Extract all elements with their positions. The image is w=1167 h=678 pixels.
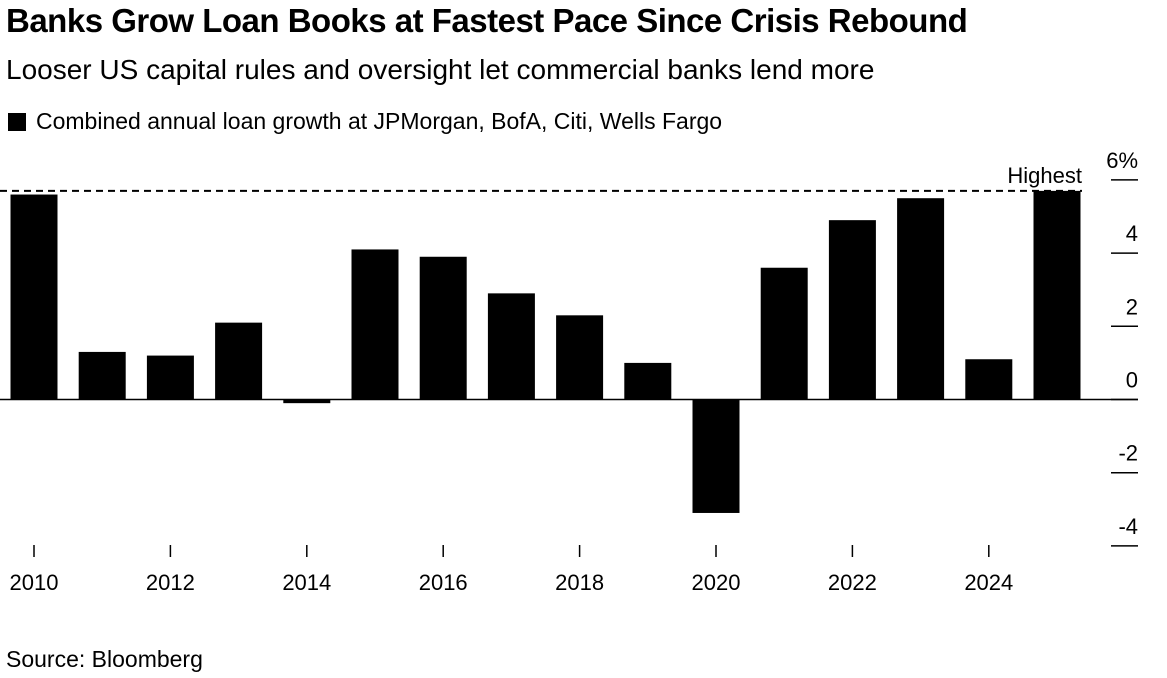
bar-chart: Highest 6% 4 2 0 -2 -4 2010 2012 2014 2016 2018 2020… [0,148,1138,595]
bar-2024 [965,359,1013,400]
bar-2021 [760,267,808,400]
x-tick-label: 2014 [282,570,331,595]
x-tick-label: 2016 [419,570,468,595]
bar-2019 [624,362,672,400]
x-tick-label: 2020 [692,570,741,595]
bar-2017 [487,293,535,400]
y-tick-label: 0 [1126,368,1138,393]
y-tick-label: 6% [1106,148,1138,173]
bar-2011 [78,351,126,400]
bar-2020 [692,399,740,513]
bar-2013 [215,322,263,400]
bar-2016 [419,256,467,400]
x-tick-label: 2012 [146,570,195,595]
x-tick-label: 2022 [828,570,877,595]
bar-2014 [283,399,331,404]
bar-2018 [556,315,604,400]
chart-title: Banks Grow Loan Books at Fastest Pace Si… [6,2,968,39]
bar-2025 [1033,190,1081,400]
x-tick-label: 2010 [10,570,59,595]
source-note: Source: Bloomberg [6,646,203,672]
bar-2010 [10,194,58,400]
x-tick-label: 2018 [555,570,604,595]
y-tick-label: -4 [1118,514,1138,539]
bar-2022 [828,220,876,400]
highest-label: Highest [1007,163,1082,188]
legend: Combined annual loan growth at JPMorgan,… [8,108,722,135]
legend-label: Combined annual loan growth at JPMorgan,… [36,108,723,134]
bar-2015 [351,249,399,400]
y-tick-label: 4 [1126,221,1138,246]
x-tick-label: 2024 [964,570,1013,595]
chart-subtitle: Looser US capital rules and oversight le… [6,54,875,85]
bar-2023 [897,198,945,400]
y-tick-label: 2 [1126,294,1138,319]
legend-swatch [8,112,26,131]
y-tick-label: -2 [1118,441,1138,466]
bar-2012 [146,355,194,400]
